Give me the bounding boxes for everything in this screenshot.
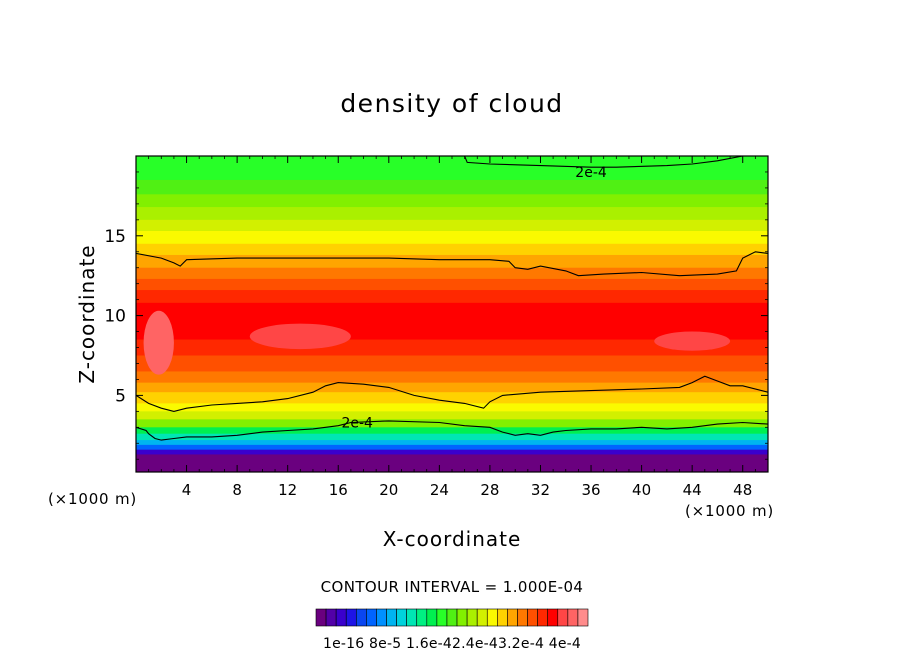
x-tick-label-48: 48 (733, 481, 752, 499)
color-band-25 (136, 454, 768, 472)
highlight-2 (654, 331, 731, 351)
x-unit-left: (×1000 m) (48, 490, 137, 508)
y-tick-label-10: 10 (104, 307, 126, 327)
highlight-blobs (143, 310, 731, 375)
colorbar-swatch-6 (376, 608, 387, 627)
plot-area: 2e-4 2e-4 (136, 156, 768, 472)
colorbar-swatch-11 (426, 608, 438, 627)
contour-line-2e-4-top (464, 156, 743, 168)
colorbar-swatch-4 (355, 608, 367, 627)
colorbar-swatch-0 (315, 608, 327, 627)
colorbar-swatch-1 (325, 608, 337, 627)
colorbar-swatch-10 (416, 608, 428, 627)
contour-label-0: 2e-4 (575, 165, 607, 181)
chart-title: density of cloud (340, 89, 563, 118)
colorbar-swatch-2 (335, 608, 347, 627)
colorbar-swatch-15 (466, 608, 478, 627)
colorbar-swatch-3 (345, 608, 357, 627)
x-unit-right: (×1000 m) (685, 502, 774, 520)
colorbar-swatch-19 (507, 608, 518, 627)
x-tick-label-4: 4 (182, 481, 192, 499)
colorbar-swatch-16 (476, 608, 488, 627)
y-tick-label-5: 5 (115, 386, 126, 406)
contour-line-2e-4-lower (136, 420, 768, 441)
x-tick-label-28: 28 (480, 481, 499, 499)
y-axis-label: Z-coordinate (75, 244, 99, 383)
y-tick-label-15: 15 (104, 227, 126, 247)
colorbar-swatch-26 (577, 608, 589, 627)
colorbar-swatch-9 (406, 608, 418, 627)
contour-interval-text: CONTOUR INTERVAL = 1.000E-04 (321, 578, 584, 596)
x-tick-label-24: 24 (430, 481, 449, 499)
colorbar-swatch-24 (557, 608, 569, 627)
colorbar-swatch-20 (517, 608, 528, 627)
x-tick-label-20: 20 (379, 481, 398, 499)
colorbar-swatch-21 (527, 608, 538, 627)
x-tick-label-44: 44 (683, 481, 702, 499)
colorbar-swatch-12 (436, 608, 448, 627)
colorbar (315, 608, 589, 627)
highlight-0 (143, 310, 174, 375)
colorbar-swatch-13 (446, 608, 458, 627)
x-axis-ticks: 4 8 12 16 20 24 28 32 36 40 44 48 (148, 156, 756, 499)
x-tick-label-12: 12 (278, 481, 297, 499)
highlight-1 (249, 323, 351, 350)
colorbar-labels: 1e-16 8e-5 1.6e-42.4e-43.2e-4 4e-4 (323, 636, 581, 652)
x-tick-label-32: 32 (531, 481, 550, 499)
colorbar-swatch-18 (497, 608, 508, 627)
colorbar-swatch-5 (366, 608, 377, 627)
x-tick-label-36: 36 (581, 481, 600, 499)
color-bands (136, 156, 768, 472)
contour-label-1: 2e-4 (341, 416, 373, 432)
colorbar-swatch-17 (486, 608, 498, 627)
x-tick-label-8: 8 (232, 481, 242, 499)
x-tick-label-16: 16 (329, 481, 348, 499)
contour-line-middle (136, 375, 768, 412)
contour-line-upper (136, 251, 768, 277)
colorbar-swatch-8 (396, 608, 407, 627)
x-tick-label-40: 40 (632, 481, 651, 499)
y-axis-ticks: 5 10 15 (104, 171, 768, 460)
contour-labels: 2e-4 2e-4 (341, 165, 606, 432)
colorbar-swatch-7 (386, 608, 397, 627)
colorbar-swatch-22 (537, 608, 549, 627)
contour-lines (136, 156, 768, 441)
x-axis-label: X-coordinate (383, 527, 522, 551)
colorbar-swatch-14 (456, 608, 468, 627)
colorbar-swatch-25 (567, 608, 579, 627)
colorbar-swatch-23 (547, 608, 559, 627)
